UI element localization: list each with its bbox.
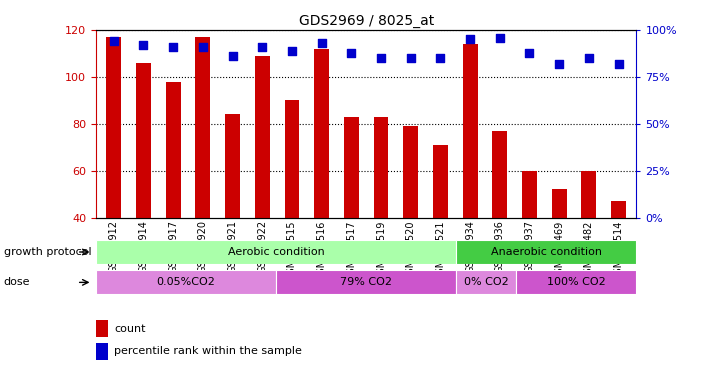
Bar [96,343,107,360]
Bar [344,117,359,218]
Point [108,38,119,44]
Point [434,55,446,61]
Bar [136,63,151,217]
Text: 0.05%CO2: 0.05%CO2 [156,277,215,287]
Text: growth protocol: growth protocol [4,247,91,257]
Point [138,42,149,48]
Bar [403,126,418,218]
Text: 79% CO2: 79% CO2 [340,277,392,287]
Point [257,44,268,50]
Point [405,55,417,61]
Text: 100% CO2: 100% CO2 [547,277,606,287]
Bar [492,131,507,218]
Point [168,44,179,50]
Point [346,50,357,55]
Point [494,34,506,40]
Point [287,48,298,54]
Bar [225,114,240,218]
Text: dose: dose [4,278,30,287]
Bar [166,82,181,218]
Text: percentile rank within the sample: percentile rank within the sample [114,346,302,356]
Bar [463,44,478,218]
Point [464,36,476,42]
Point [583,55,594,61]
Point [553,61,565,67]
Bar [456,240,636,264]
Title: GDS2969 / 8025_at: GDS2969 / 8025_at [299,13,434,28]
Text: Anaerobic condition: Anaerobic condition [491,247,602,257]
Bar [611,201,626,217]
Point [227,53,238,59]
Bar [314,49,329,217]
Point [375,55,387,61]
Bar [276,270,456,294]
Bar [96,320,107,337]
Bar [107,37,121,218]
Point [524,50,535,55]
Bar [96,270,276,294]
Point [197,44,208,50]
Bar [284,100,299,218]
Bar [522,171,537,217]
Bar [433,145,448,218]
Bar [552,189,567,217]
Text: Aerobic condition: Aerobic condition [228,247,324,257]
Bar [373,117,388,218]
Bar [255,56,269,217]
Bar [516,270,636,294]
Text: count: count [114,324,146,334]
Bar [196,37,210,218]
Bar [582,171,597,217]
Point [316,40,327,46]
Bar [456,270,516,294]
Text: 0% CO2: 0% CO2 [464,277,508,287]
Bar [96,240,456,264]
Point [613,61,624,67]
